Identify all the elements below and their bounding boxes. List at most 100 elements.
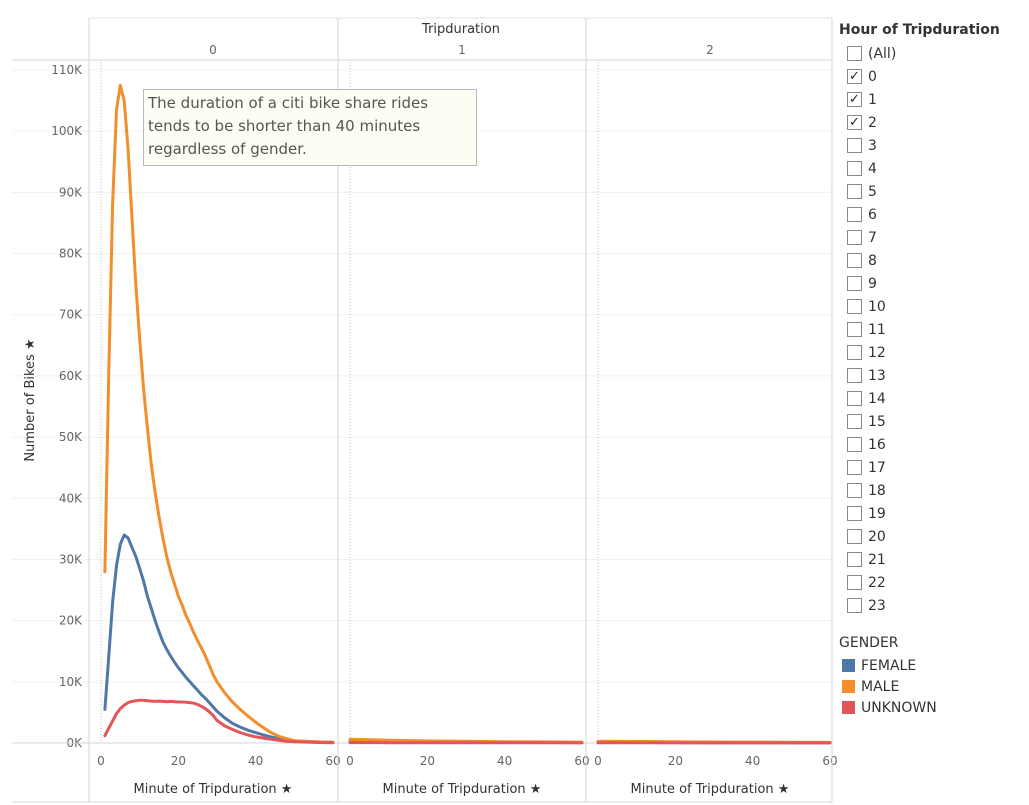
- filter-checkbox[interactable]: [847, 161, 862, 176]
- filter-item-label: 16: [868, 436, 886, 453]
- x-tick-label: 60: [574, 754, 589, 768]
- filter-checkbox[interactable]: [847, 345, 862, 360]
- legend-list: FEMALE MALE UNKNOWN: [839, 655, 1024, 718]
- x-tick-label: 20: [420, 754, 435, 768]
- filter-item[interactable]: ✓ 0: [839, 65, 1024, 88]
- filter-item[interactable]: 13: [839, 364, 1024, 387]
- filter-item[interactable]: 11: [839, 318, 1024, 341]
- filter-checkbox[interactable]: [847, 138, 862, 153]
- x-tick-label: 0: [594, 754, 602, 768]
- panel-header-label: 1: [458, 43, 466, 57]
- filter-item-label: 17: [868, 459, 886, 476]
- filter-item-label: (All): [868, 45, 897, 62]
- filter-item[interactable]: 19: [839, 502, 1024, 525]
- filter-item[interactable]: 21: [839, 548, 1024, 571]
- filter-item[interactable]: 22: [839, 571, 1024, 594]
- filter-checkbox[interactable]: [847, 414, 862, 429]
- annotation-box: The duration of a citi bike share rides …: [143, 89, 477, 166]
- filter-item[interactable]: 18: [839, 479, 1024, 502]
- filter-item[interactable]: 15: [839, 410, 1024, 433]
- filter-checkbox[interactable]: [847, 529, 862, 544]
- filter-item-label: 15: [868, 413, 886, 430]
- legend-item-label: FEMALE: [861, 657, 917, 674]
- filter-checkbox[interactable]: [847, 299, 862, 314]
- x-tick-label: 0: [346, 754, 354, 768]
- filter-item-label: 1: [868, 91, 877, 108]
- filter-item[interactable]: 5: [839, 180, 1024, 203]
- filter-item-label: 11: [868, 321, 886, 338]
- filter-item-label: 0: [868, 68, 877, 85]
- filter-item[interactable]: 14: [839, 387, 1024, 410]
- filter-item[interactable]: 9: [839, 272, 1024, 295]
- filter-item-label: 8: [868, 252, 877, 269]
- filter-item[interactable]: 3: [839, 134, 1024, 157]
- filter-item-label: 18: [868, 482, 886, 499]
- filter-checkbox[interactable]: [847, 575, 862, 590]
- legend-swatch: [842, 701, 855, 714]
- hour-filter: Hour of Tripduration (All) ✓ 0 ✓ 1 ✓ 2 3 4 5 6 7 8 9 1…: [839, 22, 1024, 617]
- filter-item[interactable]: 8: [839, 249, 1024, 272]
- filter-checkbox[interactable]: [847, 460, 862, 475]
- panel-header-label: 2: [706, 43, 714, 57]
- filter-checkbox[interactable]: [847, 552, 862, 567]
- filter-checkbox[interactable]: ✓: [847, 115, 862, 130]
- legend-item[interactable]: UNKNOWN: [839, 697, 1024, 718]
- filter-checkbox[interactable]: [847, 598, 862, 613]
- filter-checkbox[interactable]: [847, 276, 862, 291]
- filter-checkbox[interactable]: [847, 483, 862, 498]
- filter-item[interactable]: 7: [839, 226, 1024, 249]
- filter-checkbox[interactable]: [847, 230, 862, 245]
- filter-item[interactable]: (All): [839, 42, 1024, 65]
- x-axis-title: Minute of Tripduration ★: [631, 782, 790, 797]
- filter-item[interactable]: 6: [839, 203, 1024, 226]
- x-tick-label: 60: [822, 754, 837, 768]
- y-axis-title: Number of Bikes ★: [23, 338, 38, 461]
- x-axis-title: Minute of Tripduration ★: [383, 782, 542, 797]
- filter-item[interactable]: ✓ 1: [839, 88, 1024, 111]
- legend-title: GENDER: [839, 635, 899, 651]
- filter-item[interactable]: 16: [839, 433, 1024, 456]
- filter-item-label: 13: [868, 367, 886, 384]
- column-header-title: Tripduration: [421, 22, 500, 37]
- filter-checkbox[interactable]: [847, 368, 862, 383]
- filter-checkbox[interactable]: ✓: [847, 69, 862, 84]
- filter-checkbox[interactable]: [847, 437, 862, 452]
- x-tick-label: 40: [248, 754, 263, 768]
- filter-item-label: 4: [868, 160, 877, 177]
- legend-item[interactable]: FEMALE: [839, 655, 1024, 676]
- x-tick-label: 40: [745, 754, 760, 768]
- filter-checkbox[interactable]: [847, 506, 862, 521]
- filter-checkbox[interactable]: [847, 46, 862, 61]
- filter-item[interactable]: 20: [839, 525, 1024, 548]
- filter-checkbox[interactable]: [847, 207, 862, 222]
- series-line-female-panel-0: [103, 533, 335, 744]
- y-tick-label: 70K: [59, 308, 83, 322]
- x-axis-title: Minute of Tripduration ★: [134, 782, 293, 797]
- filter-item[interactable]: 17: [839, 456, 1024, 479]
- y-tick-label: 100K: [51, 124, 83, 138]
- filter-item[interactable]: 23: [839, 594, 1024, 617]
- filter-checkbox[interactable]: [847, 253, 862, 268]
- y-tick-label: 80K: [59, 247, 83, 261]
- y-tick-label: 40K: [59, 491, 83, 505]
- filter-item-label: 19: [868, 505, 886, 522]
- filter-item[interactable]: 10: [839, 295, 1024, 318]
- filter-item-label: 21: [868, 551, 886, 568]
- filter-item[interactable]: 12: [839, 341, 1024, 364]
- filter-item-label: 20: [868, 528, 886, 545]
- legend-swatch: [842, 659, 855, 672]
- filter-checkbox[interactable]: ✓: [847, 92, 862, 107]
- filter-list: (All) ✓ 0 ✓ 1 ✓ 2 3 4 5 6 7 8 9 10 11 12 13 14 15 16 17 18 19 20…: [839, 42, 1024, 617]
- legend-item[interactable]: MALE: [839, 676, 1024, 697]
- filter-checkbox[interactable]: [847, 322, 862, 337]
- legend-item-label: UNKNOWN: [861, 699, 937, 716]
- filter-item[interactable]: ✓ 2: [839, 111, 1024, 134]
- legend-swatch: [842, 680, 855, 693]
- filter-item-label: 12: [868, 344, 886, 361]
- filter-checkbox[interactable]: [847, 184, 862, 199]
- filter-item[interactable]: 4: [839, 157, 1024, 180]
- series-line-male-panel-0: [103, 83, 335, 744]
- filter-checkbox[interactable]: [847, 391, 862, 406]
- y-tick-label: 10K: [59, 675, 83, 689]
